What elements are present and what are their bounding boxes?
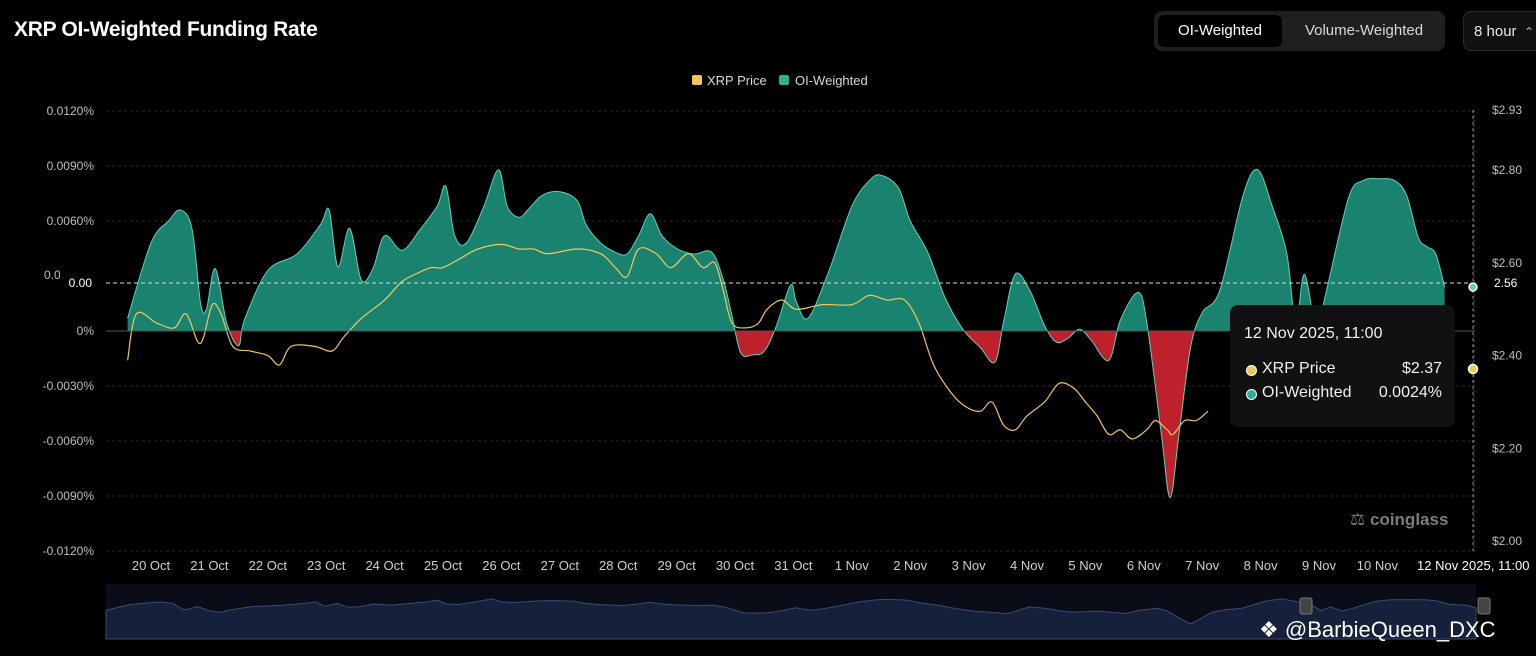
oi-dot-icon <box>1246 389 1257 400</box>
zero-axis-label: 0.00 <box>69 276 93 290</box>
coinglass-wordmark: coinglass <box>1369 510 1449 529</box>
user-watermark: ❖ @BarbieQueen_DXC <box>1259 617 1496 643</box>
left-tick-label: -0.0030% <box>43 379 95 393</box>
crosshair-price-point <box>1467 363 1479 375</box>
tab-oi-weighted[interactable]: OI-Weighted <box>1158 15 1282 47</box>
left-axis: 0.0120% 0.0090% 0.0060% 0% -0.0030% -0.0060% -… <box>43 104 95 558</box>
x-axis: 20 Oct 21 Oct 22 Oct 23 Oct 24 Oct 25 Oct 26 O… <box>132 558 1399 573</box>
weighting-toggle: OI-Weighted Volume-Weighted <box>1154 11 1445 51</box>
right-tick-label: $2.40 <box>1492 349 1522 363</box>
interval-select[interactable]: 8 hour ⌃ <box>1463 11 1536 51</box>
x-tick-label: 6 Nov <box>1127 558 1161 573</box>
funding-line <box>127 168 1446 499</box>
interval-value: 8 hour <box>1474 23 1517 40</box>
navigator-area <box>105 598 1477 640</box>
x-tick-label: 24 Oct <box>365 558 404 573</box>
x-tick-label: 31 Oct <box>774 558 813 573</box>
tooltip-row-price: XRP Price $2.37 <box>1246 360 1442 380</box>
navigator-handle-right[interactable] <box>1477 597 1491 615</box>
legend-oi-swatch <box>779 75 789 85</box>
right-tick-label: $2.00 <box>1492 534 1522 548</box>
x-tick-label: 21 Oct <box>190 558 229 573</box>
right-tick-label: $2.60 <box>1492 256 1522 270</box>
tooltip-price-value: $2.37 <box>1401 360 1442 377</box>
left-tick-label: 0.0060% <box>47 214 95 228</box>
legend-price-label[interactable]: XRP Price <box>707 73 767 88</box>
range-navigator[interactable] <box>105 584 1491 640</box>
funding-positive-area <box>127 169 1445 331</box>
x-tick-label: 25 Oct <box>424 558 463 573</box>
coinglass-icon: ⚖ <box>1350 510 1366 529</box>
legend-price-swatch <box>692 75 702 85</box>
coinglass-logo: ⚖ coinglass <box>1350 510 1448 530</box>
crosshair-x-label: 12 Nov 2025, 11:00 <box>1417 558 1530 573</box>
left-tick-label: 0.0120% <box>47 104 95 118</box>
x-tick-label: 20 Oct <box>132 558 171 573</box>
left-tick-label: 0% <box>77 324 95 338</box>
tooltip: 12 Nov 2025, 11:00 XRP Price $2.37 OI-We… <box>1230 305 1455 427</box>
binance-diamond-icon: ❖ <box>1259 617 1279 642</box>
x-tick-label: 28 Oct <box>599 558 638 573</box>
legend-oi-label[interactable]: OI-Weighted <box>795 73 868 88</box>
x-tick-label: 27 Oct <box>541 558 580 573</box>
x-tick-label: 23 Oct <box>307 558 346 573</box>
tooltip-row-oi: OI-Weighted 0.0024% <box>1246 384 1442 404</box>
x-tick-label: 9 Nov <box>1302 558 1336 573</box>
x-tick-label: 3 Nov <box>952 558 986 573</box>
x-tick-label: 7 Nov <box>1185 558 1219 573</box>
left-tick-label: 0.0090% <box>47 159 95 173</box>
crosshair-x-label-bg <box>1409 553 1530 575</box>
x-tick-label: 4 Nov <box>1010 558 1044 573</box>
navigator-handle-left[interactable] <box>1299 597 1313 615</box>
page-title: XRP OI-Weighted Funding Rate <box>14 18 318 41</box>
price-line <box>127 243 1209 440</box>
tooltip-price-label: XRP Price <box>1262 360 1336 377</box>
right-tick-label: $2.20 <box>1492 441 1522 455</box>
right-tick-label: $2.93 <box>1492 103 1522 117</box>
x-tick-label: 5 Nov <box>1068 558 1102 573</box>
crosshair-funding-point <box>1468 282 1478 292</box>
x-tick-label: 10 Nov <box>1357 558 1399 573</box>
watermark-handle: @BarbieQueen_DXC <box>1284 617 1496 642</box>
crosshair-price-label: 2.56 <box>1494 276 1518 290</box>
x-tick-label: 29 Oct <box>657 558 696 573</box>
left-tick-label: -0.0060% <box>43 434 95 448</box>
x-tick-label: 30 Oct <box>716 558 755 573</box>
legend: XRP Price OI-Weighted <box>692 73 868 88</box>
x-tick-label: 22 Oct <box>249 558 288 573</box>
left-tick-label: 0.0 <box>44 268 61 282</box>
x-tick-label: 2 Nov <box>893 558 927 573</box>
updown-caret-icon: ⌃ <box>1524 25 1535 39</box>
x-tick-label: 8 Nov <box>1244 558 1278 573</box>
crosshair-price-label-bg <box>1480 272 1536 292</box>
tooltip-date: 12 Nov 2025, 11:00 <box>1244 325 1383 342</box>
tab-volume-weighted[interactable]: Volume-Weighted <box>1304 22 1424 39</box>
x-tick-label: 1 Nov <box>835 558 869 573</box>
x-tick-label: 26 Oct <box>482 558 521 573</box>
tooltip-oi-label: OI-Weighted <box>1262 384 1352 401</box>
right-tick-label: $2.80 <box>1492 163 1522 177</box>
price-dot-icon <box>1246 365 1257 376</box>
zero-axis-label-bg <box>60 273 98 291</box>
left-tick-label: -0.0090% <box>43 489 95 503</box>
left-tick-label: -0.0120% <box>43 544 95 558</box>
tooltip-oi-value: 0.0024% <box>1378 384 1442 401</box>
right-axis: $2.93 $2.80 $2.60 $2.40 $2.20 $2.00 <box>1473 103 1522 560</box>
